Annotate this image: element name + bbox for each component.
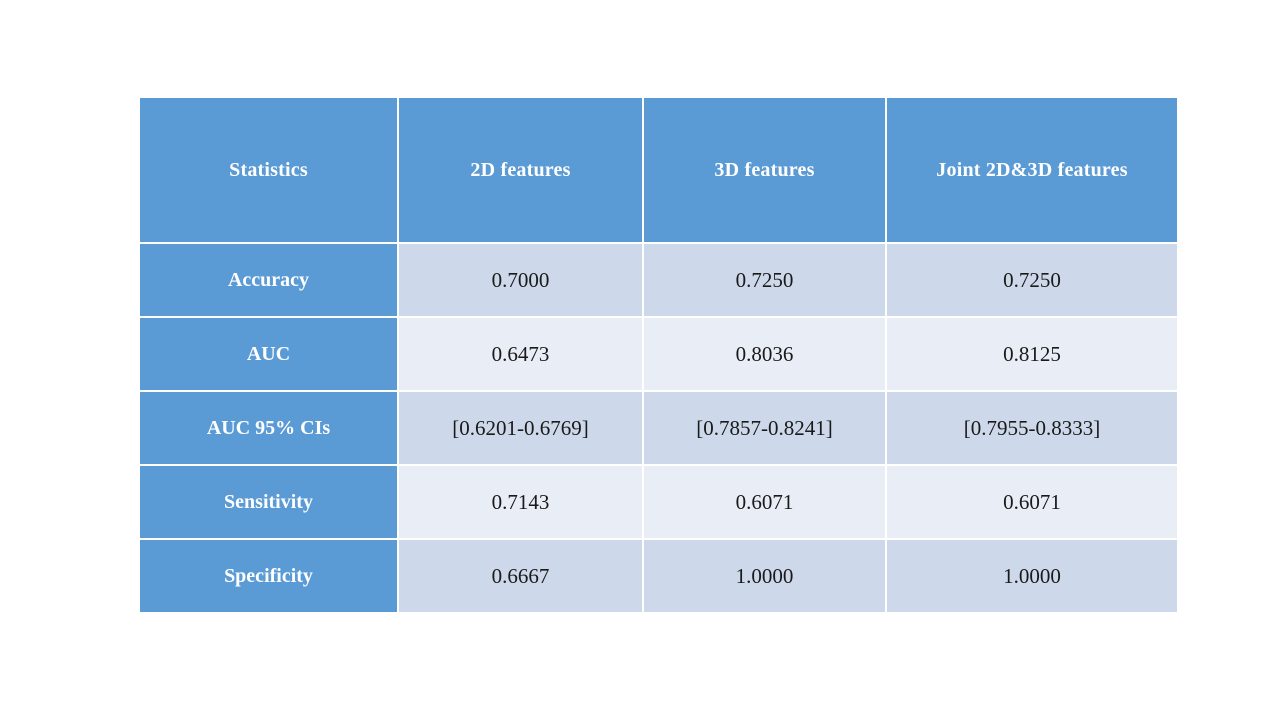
row-label-auc: AUC [138, 316, 399, 392]
table-row-accuracy: Accuracy 0.7000 0.7250 0.7250 [138, 242, 1179, 318]
header-cell-2d-features: 2D features [397, 96, 644, 244]
table-row-auc-ci: AUC 95% CIs [0.6201-0.6769] [0.7857-0.82… [138, 390, 1179, 466]
cell-sensitivity-2d: 0.7143 [397, 464, 644, 540]
cell-auc-2d: 0.6473 [397, 316, 644, 392]
row-label-accuracy: Accuracy [138, 242, 399, 318]
row-label-specificity: Specificity [138, 538, 399, 614]
header-cell-statistics: Statistics [138, 96, 399, 244]
cell-auc-3d: 0.8036 [642, 316, 887, 392]
cell-sensitivity-3d: 0.6071 [642, 464, 887, 540]
row-label-auc-ci: AUC 95% CIs [138, 390, 399, 466]
statistics-table: Statistics 2D features 3D features Joint… [138, 96, 1179, 614]
cell-accuracy-joint: 0.7250 [885, 242, 1179, 318]
cell-auc-ci-joint: [0.7955-0.8333] [885, 390, 1179, 466]
cell-specificity-3d: 1.0000 [642, 538, 887, 614]
cell-sensitivity-joint: 0.6071 [885, 464, 1179, 540]
table-row-auc: AUC 0.6473 0.8036 0.8125 [138, 316, 1179, 392]
table-header-row: Statistics 2D features 3D features Joint… [138, 96, 1179, 244]
row-label-sensitivity: Sensitivity [138, 464, 399, 540]
cell-auc-ci-2d: [0.6201-0.6769] [397, 390, 644, 466]
header-cell-joint-2d3d-features: Joint 2D&3D features [885, 96, 1179, 244]
cell-specificity-joint: 1.0000 [885, 538, 1179, 614]
cell-auc-ci-3d: [0.7857-0.8241] [642, 390, 887, 466]
cell-specificity-2d: 0.6667 [397, 538, 644, 614]
table-row-specificity: Specificity 0.6667 1.0000 1.0000 [138, 538, 1179, 614]
header-cell-3d-features: 3D features [642, 96, 887, 244]
table-row-sensitivity: Sensitivity 0.7143 0.6071 0.6071 [138, 464, 1179, 540]
cell-accuracy-2d: 0.7000 [397, 242, 644, 318]
cell-auc-joint: 0.8125 [885, 316, 1179, 392]
cell-accuracy-3d: 0.7250 [642, 242, 887, 318]
